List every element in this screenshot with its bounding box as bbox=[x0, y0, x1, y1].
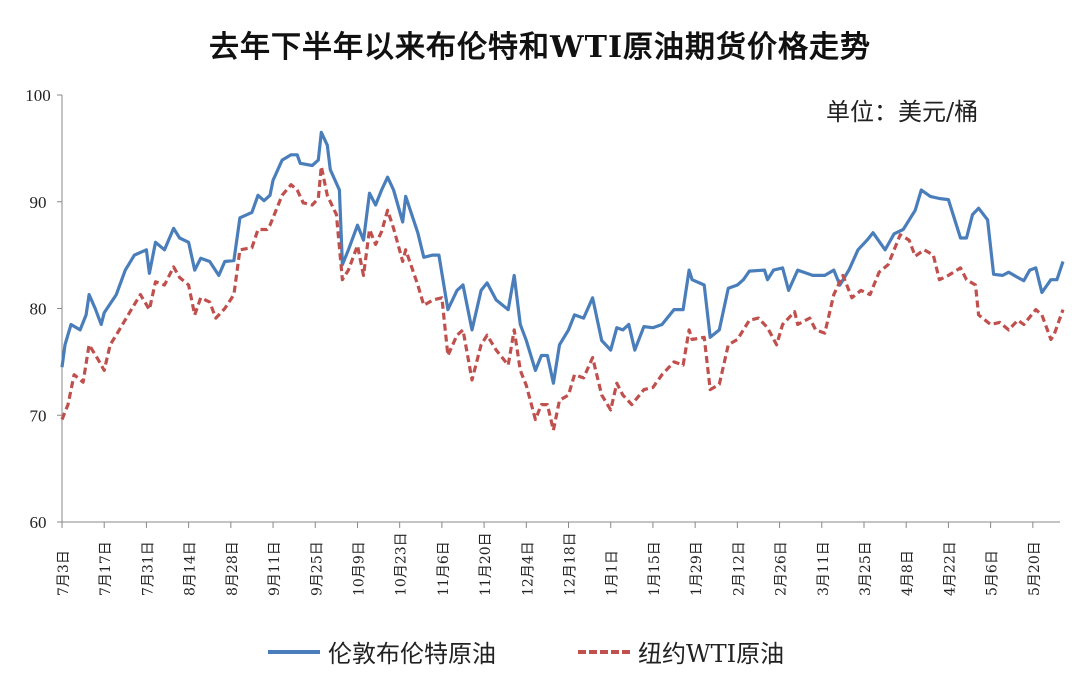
legend-label-brent: 伦敦布伦特原油 bbox=[328, 640, 496, 668]
x-tick-label: 7月31日 bbox=[140, 541, 156, 596]
unit-label: 单位：美元/桶 bbox=[826, 98, 979, 126]
y-tick-label: 70 bbox=[30, 406, 47, 425]
x-tick-label: 3月11日 bbox=[816, 541, 832, 596]
x-tick-label: 2月26日 bbox=[774, 541, 790, 596]
x-tick-label: 9月25日 bbox=[309, 541, 325, 596]
x-tick-label: 11月6日 bbox=[436, 541, 452, 596]
x-tick-label: 5月20日 bbox=[1027, 541, 1043, 596]
x-tick-label: 1月15日 bbox=[647, 541, 663, 596]
x-tick-label: 1月1日 bbox=[605, 550, 621, 596]
x-tick-label: 5月6日 bbox=[985, 550, 1001, 596]
x-tick-label: 3月25日 bbox=[858, 541, 874, 596]
legend-swatch-brent bbox=[268, 649, 320, 654]
x-tick-label: 2月12日 bbox=[731, 541, 747, 596]
x-tick-label: 9月11日 bbox=[267, 541, 283, 596]
y-tick-label: 90 bbox=[30, 193, 47, 212]
x-tick-label: 8月14日 bbox=[183, 541, 199, 596]
y-tick-label: 60 bbox=[30, 513, 47, 532]
x-tick-label: 8月28日 bbox=[225, 541, 241, 596]
x-tick-label: 12月18日 bbox=[563, 532, 579, 596]
chart-title: 去年下半年以来布伦特和WTI原油期货价格走势 bbox=[208, 30, 872, 65]
y-tick-label: 80 bbox=[30, 300, 47, 319]
x-tick-label: 7月17日 bbox=[98, 541, 114, 596]
legend-swatch-wti bbox=[578, 649, 630, 654]
x-tick-label: 1月29日 bbox=[689, 541, 705, 596]
legend-label-wti: 纽约WTI原油 bbox=[638, 640, 785, 668]
legend-item-wti: 纽约WTI原油 bbox=[578, 634, 784, 669]
legend-item-brent: 伦敦布伦特原油 bbox=[268, 634, 496, 669]
x-tick-label: 12月4日 bbox=[520, 541, 536, 596]
x-tick-label: 10月23日 bbox=[394, 532, 410, 596]
y-tick-label: 100 bbox=[25, 86, 51, 105]
x-tick-label: 10月9日 bbox=[351, 541, 367, 596]
x-tick-label: 7月3日 bbox=[56, 550, 72, 596]
x-tick-label: 4月8日 bbox=[900, 550, 916, 596]
series-line-wti bbox=[60, 164, 1065, 432]
x-tick-label: 4月22日 bbox=[942, 541, 958, 596]
x-tick-label: 11月20日 bbox=[478, 532, 494, 596]
series-line-brent bbox=[60, 130, 1065, 385]
